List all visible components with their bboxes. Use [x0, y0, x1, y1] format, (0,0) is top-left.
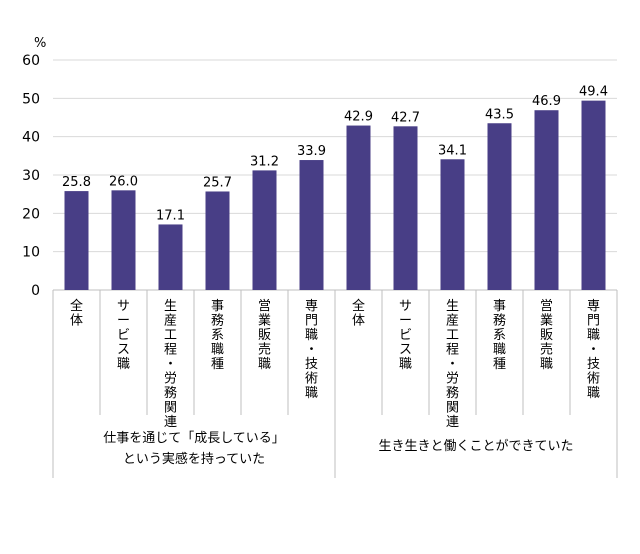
bar: [440, 159, 465, 290]
data-label: 46.9: [532, 94, 561, 109]
data-label: 17.1: [156, 208, 185, 223]
data-label: 31.2: [250, 154, 279, 169]
category-label: 専門職・技術職: [305, 299, 318, 401]
data-label: 49.4: [579, 85, 608, 100]
group-label: 生き生きと働くことができていた: [378, 439, 573, 454]
data-label: 42.9: [344, 110, 373, 125]
category-label: 全体: [70, 298, 83, 329]
category-label: 事務系職種: [211, 299, 224, 372]
data-label: 34.1: [438, 143, 467, 158]
bar: [64, 191, 89, 290]
y-tick-label: 40: [22, 130, 40, 146]
bar: [346, 125, 371, 290]
y-tick-label: 50: [22, 91, 40, 107]
data-label: 33.9: [297, 144, 326, 159]
group-label: 仕事を通じて「成長している」: [103, 431, 285, 446]
group-label: という実感を持っていた: [123, 451, 265, 467]
bar: [205, 191, 230, 290]
bar-layer: [64, 100, 606, 290]
bar: [111, 190, 136, 290]
category-label: 事務系職種: [493, 299, 506, 372]
category-label: サービス職: [399, 299, 412, 372]
bar: [393, 126, 418, 290]
bar: [299, 160, 324, 290]
category-label: 生産工程・労務関連: [164, 299, 177, 430]
y-tick-label: 10: [22, 245, 40, 261]
y-tick-label: 20: [22, 206, 40, 222]
text-layer: % 0 10 20 30 40 50 60 25.8 全体 26.0 サービス職 17.1 生産工程・労…: [22, 36, 608, 467]
bar: [487, 123, 512, 290]
category-label: 全体: [352, 298, 365, 329]
y-unit-label: %: [34, 36, 46, 51]
data-label: 43.5: [485, 107, 514, 122]
data-label: 26.0: [109, 174, 138, 189]
category-label: 営業販売職: [540, 299, 553, 372]
data-label: 42.7: [391, 110, 420, 125]
bar: [252, 170, 277, 290]
grid-layer: [52, 59, 618, 478]
y-tick-label: 30: [22, 168, 40, 184]
bar: [158, 224, 183, 290]
bar: [581, 100, 606, 290]
category-label: 営業販売職: [258, 299, 271, 372]
bar: [534, 110, 559, 290]
y-tick-label: 60: [22, 53, 40, 69]
data-label: 25.7: [203, 175, 232, 190]
data-label: 25.8: [62, 175, 91, 190]
category-label: 生産工程・労務関連: [446, 299, 459, 430]
category-label: サービス職: [117, 299, 130, 372]
category-label: 専門職・技術職: [587, 299, 600, 401]
y-tick-label: 0: [31, 283, 40, 299]
